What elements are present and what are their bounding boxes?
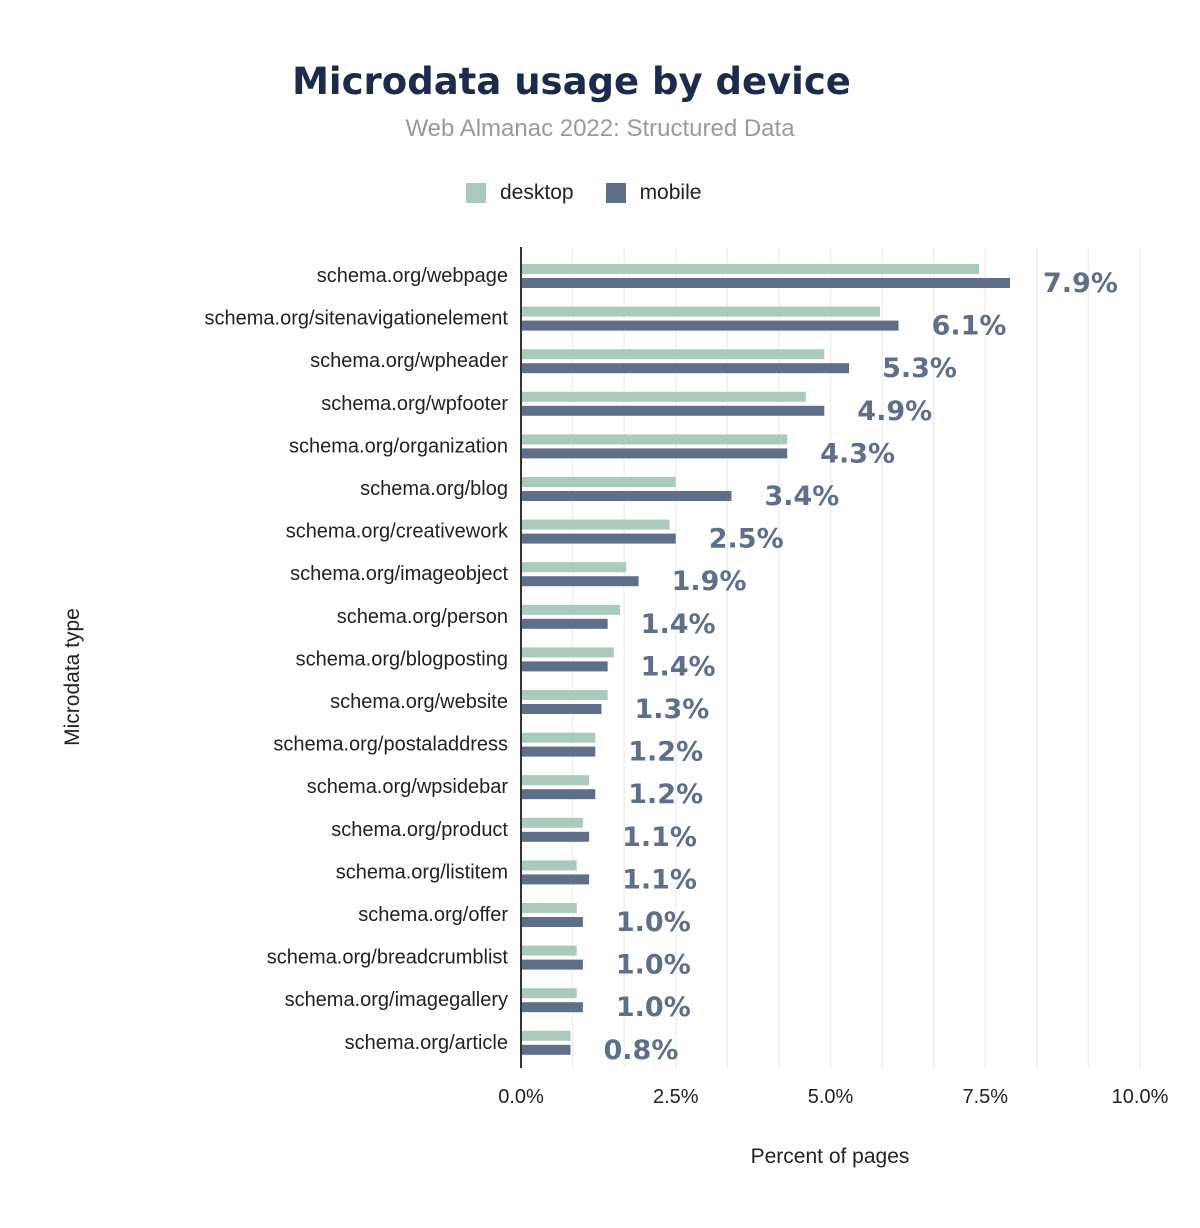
bar-desktop: [521, 391, 806, 402]
bar-desktop: [521, 690, 608, 700]
bar-desktop: [521, 604, 621, 615]
category-label: schema.org/sitenavigationelement: [204, 308, 508, 330]
x-tick-label: 7.5%: [962, 1086, 1008, 1108]
bar-mobile: [521, 533, 676, 544]
bar-desktop: [521, 306, 881, 317]
category-label: schema.org/wpheader: [310, 350, 508, 372]
category-label: schema.org/wpfooter: [321, 393, 508, 415]
bar-mobile: [521, 491, 732, 501]
bar-mobile: [521, 789, 596, 800]
x-axis-title: Percent of pages: [751, 1145, 910, 1168]
bar-desktop: [521, 988, 577, 999]
category-label: schema.org/wpsidebar: [307, 776, 509, 798]
bar-desktop: [521, 264, 980, 274]
legend-swatch-mobile: [605, 183, 626, 203]
bar-desktop: [521, 434, 788, 445]
category-label: schema.org/breadcrumblist: [267, 947, 509, 969]
x-tick-label: 0.0%: [498, 1086, 544, 1108]
bar-desktop: [521, 860, 577, 871]
bar-desktop: [521, 647, 614, 658]
legend-item-desktop[interactable]: desktop: [466, 181, 574, 205]
bar-mobile: [521, 917, 583, 927]
x-tick-label: 5.0%: [808, 1086, 854, 1108]
legend-swatch-desktop: [466, 183, 486, 203]
data-label: 0.8%: [604, 1035, 679, 1066]
legend-label: mobile: [639, 181, 702, 204]
category-label: schema.org/postaladdress: [273, 734, 508, 756]
data-label: 5.3%: [882, 353, 957, 384]
data-label: 1.1%: [622, 822, 697, 853]
data-label: 4.3%: [820, 438, 895, 469]
legend-item-mobile[interactable]: mobile: [605, 181, 702, 205]
category-label: schema.org/blogposting: [296, 648, 508, 670]
category-label: schema.org/website: [330, 691, 508, 713]
data-label: 1.0%: [616, 992, 691, 1023]
data-label: 4.9%: [857, 396, 932, 427]
bar-mobile: [521, 959, 583, 970]
data-label: 1.9%: [672, 566, 747, 597]
category-label: schema.org/blog: [360, 478, 508, 500]
data-label: 6.1%: [932, 311, 1007, 342]
bar-mobile: [521, 874, 590, 885]
bar-desktop: [521, 903, 577, 913]
bar-desktop: [521, 477, 676, 487]
category-label: schema.org/product: [331, 819, 508, 841]
x-tick-label: 2.5%: [653, 1086, 699, 1108]
bar-desktop: [521, 1030, 571, 1041]
data-label: 7.9%: [1043, 268, 1118, 299]
bar-desktop: [521, 519, 670, 530]
x-tick-label: 10.0%: [1112, 1086, 1169, 1108]
bar-mobile: [521, 1044, 571, 1055]
category-label: schema.org/imageobject: [290, 563, 508, 585]
category-label: schema.org/offer: [358, 904, 508, 926]
category-label: schema.org/person: [337, 606, 508, 628]
category-label: schema.org/imagegallery: [285, 989, 508, 1011]
bar-desktop: [521, 562, 627, 573]
data-label: 1.0%: [616, 907, 691, 938]
bar-desktop: [521, 945, 577, 956]
data-label: 1.1%: [622, 864, 697, 895]
bar-mobile: [521, 576, 639, 587]
chart-subtitle: Web Almanac 2022: Structured Data: [405, 115, 795, 142]
bar-mobile: [521, 1002, 583, 1013]
bar-desktop: [521, 349, 825, 360]
bar-mobile: [521, 661, 608, 672]
bar-mobile: [521, 746, 596, 757]
bar-mobile: [521, 278, 1011, 288]
bar-mobile: [521, 704, 602, 714]
category-label: schema.org/listitem: [336, 861, 508, 883]
bar-desktop: [521, 732, 596, 743]
bar-mobile: [521, 448, 788, 459]
data-label: 1.4%: [641, 651, 716, 682]
data-label: 1.2%: [628, 779, 703, 810]
bar-mobile: [521, 320, 899, 331]
data-label: 1.4%: [641, 609, 716, 640]
data-label: 1.3%: [634, 694, 709, 725]
legend-label: desktop: [500, 181, 574, 204]
bar-desktop: [521, 817, 583, 828]
bar-mobile: [521, 831, 590, 842]
category-label: schema.org/organization: [289, 435, 508, 457]
category-label: schema.org/creativework: [286, 521, 509, 543]
bar-mobile: [521, 363, 850, 374]
category-label: schema.org/article: [345, 1032, 508, 1054]
bar-mobile: [521, 405, 825, 416]
category-label: schema.org/webpage: [317, 265, 508, 287]
bar-mobile: [521, 618, 608, 629]
data-label: 1.0%: [616, 950, 691, 981]
data-label: 1.2%: [628, 737, 703, 768]
data-label: 3.4%: [764, 481, 839, 512]
y-axis-title: Microdata type: [61, 608, 84, 746]
chart-title: Microdata usage by device: [292, 60, 851, 103]
data-label: 2.5%: [709, 524, 784, 555]
bar-desktop: [521, 775, 590, 786]
legend: desktop mobile: [466, 181, 733, 205]
